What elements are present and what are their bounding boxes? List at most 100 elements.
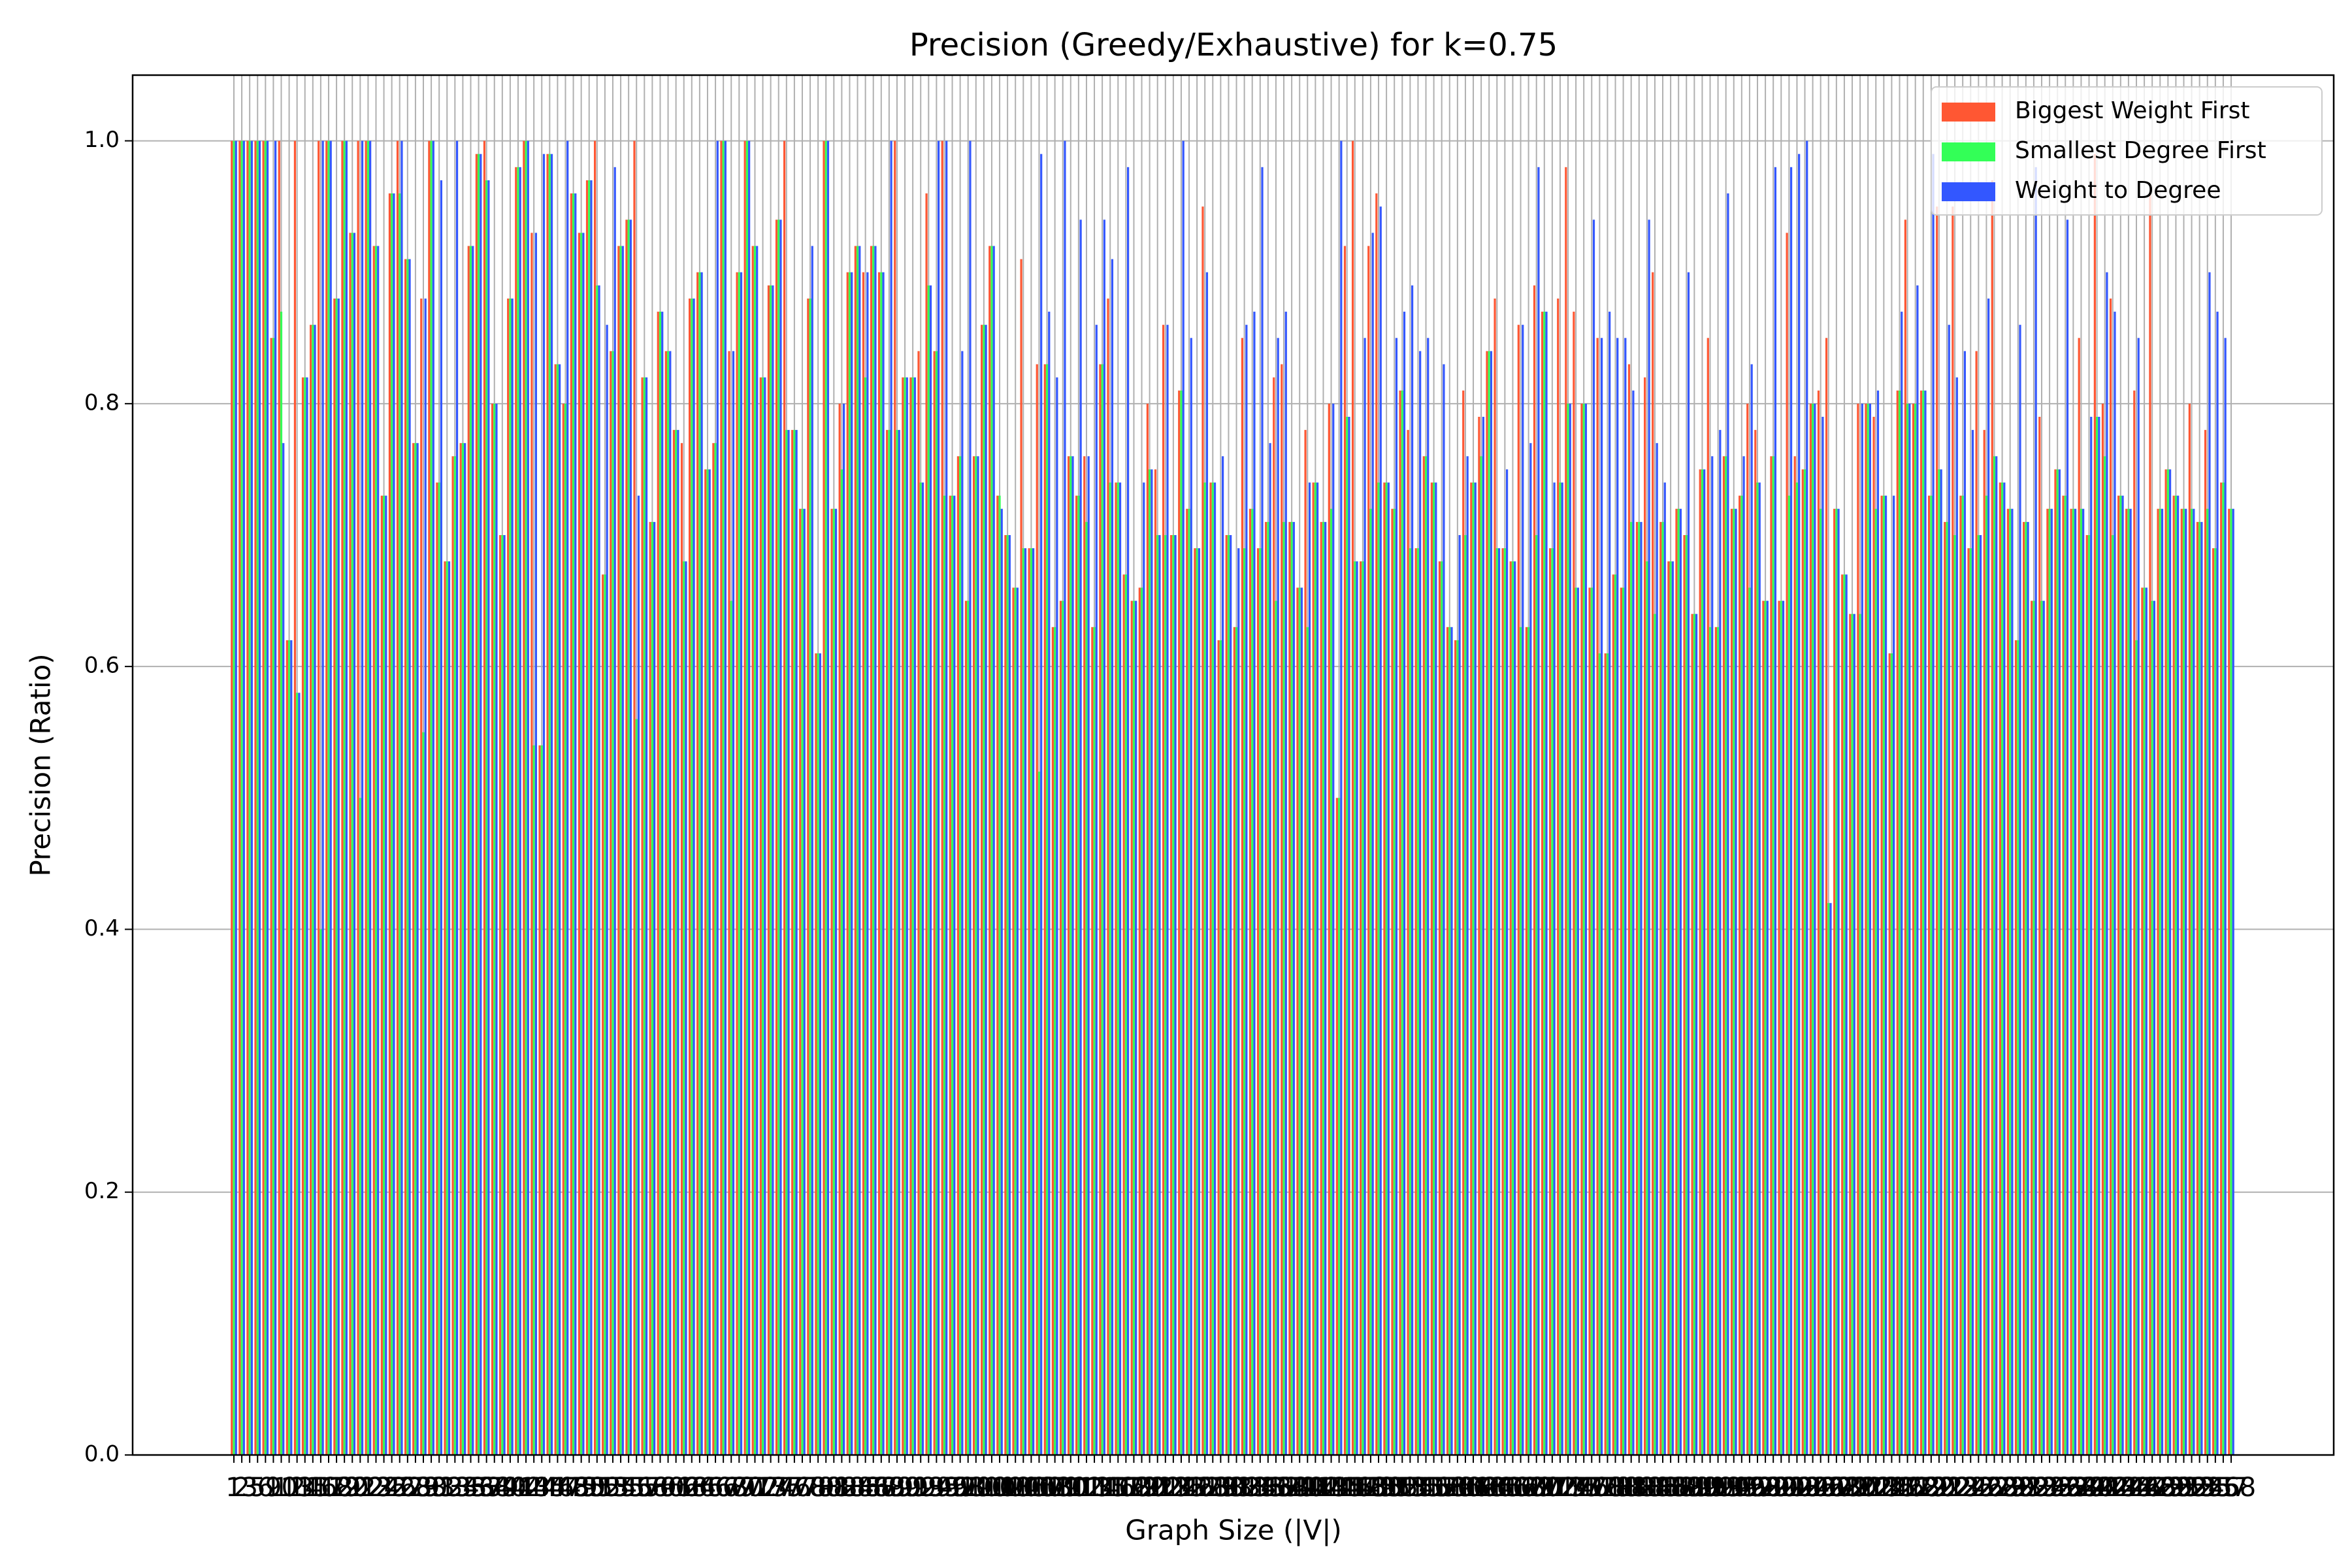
bar <box>400 140 403 1456</box>
bar <box>1766 600 1769 1455</box>
x-tick-label: 83 <box>833 1473 866 1503</box>
bar <box>296 693 299 1455</box>
bar <box>1685 535 1688 1455</box>
bar <box>272 338 275 1456</box>
bar <box>1411 285 1414 1455</box>
bar <box>538 745 541 1455</box>
bar <box>1727 193 1729 1455</box>
bar <box>1869 403 1872 1455</box>
bar <box>532 745 535 1455</box>
x-tick-label: 21 <box>344 1473 377 1503</box>
x-tick-label: 223 <box>1930 1473 1980 1503</box>
x-tick-label: 132 <box>1211 1473 1261 1503</box>
bar <box>1922 390 1925 1455</box>
x-tick-label: 253 <box>2166 1473 2216 1503</box>
bar <box>593 140 596 1456</box>
x-tick-label: 179 <box>1582 1473 1632 1503</box>
bar <box>1456 640 1459 1455</box>
x-tick-label: 200 <box>1748 1473 1798 1503</box>
bar <box>657 312 659 1455</box>
bar <box>451 456 454 1456</box>
bar <box>1535 535 1538 1455</box>
bar <box>1180 390 1183 1455</box>
bar <box>2141 587 2144 1455</box>
x-tick-label: 53 <box>596 1473 630 1503</box>
bar <box>1733 508 1735 1455</box>
bar <box>779 220 782 1456</box>
x-tick-label: 91 <box>896 1473 930 1503</box>
bar <box>2093 154 2096 1456</box>
bar <box>1707 338 1709 1456</box>
bar <box>436 482 438 1455</box>
x-tick-label: 217 <box>1882 1473 1932 1503</box>
bar <box>1119 482 1122 1455</box>
bar <box>1533 285 1536 1455</box>
bar <box>1296 587 1299 1455</box>
bar <box>1077 495 1080 1455</box>
bar <box>858 246 861 1455</box>
bar <box>1162 325 1165 1456</box>
bar <box>691 298 693 1455</box>
x-tick-label: 233 <box>2009 1473 2059 1503</box>
bar <box>787 430 790 1455</box>
x-tick-label: 3 <box>241 1473 257 1503</box>
bar <box>1360 561 1362 1456</box>
bar <box>2161 508 2164 1455</box>
bar <box>851 272 853 1455</box>
bar <box>783 140 786 1456</box>
bar <box>1938 469 1940 1455</box>
x-tick-label: 139 <box>1267 1473 1316 1503</box>
bar <box>2078 338 2080 1456</box>
bar <box>612 351 614 1455</box>
x-tick-label: 221 <box>1914 1473 1964 1503</box>
x-tick-label: 9 <box>265 1473 282 1503</box>
bar <box>1874 508 1877 1455</box>
bar <box>621 246 624 1455</box>
x-tick-label: 177 <box>1567 1473 1616 1503</box>
x-tick-label: 34 <box>446 1473 480 1503</box>
bar <box>738 272 740 1455</box>
bar <box>1407 430 1409 1455</box>
x-tick-label: 149 <box>1346 1473 1396 1503</box>
bar <box>380 495 383 1455</box>
bar <box>1503 548 1506 1455</box>
bar <box>1494 298 1496 1455</box>
x-tick-label: 31 <box>423 1473 456 1503</box>
x-tick-label: 244 <box>2096 1473 2146 1503</box>
bar <box>2023 521 2025 1455</box>
bar <box>1091 627 1094 1455</box>
x-tick-label: 35 <box>454 1473 487 1503</box>
bar <box>1898 390 1901 1455</box>
bar <box>1267 521 1269 1455</box>
bar <box>1024 548 1027 1455</box>
bar <box>1324 521 1327 1455</box>
bar <box>2129 508 2132 1455</box>
bar <box>2072 508 2074 1455</box>
bar <box>753 246 757 1455</box>
bar <box>564 403 567 1455</box>
bar <box>1620 587 1622 1455</box>
bar <box>233 140 235 1456</box>
bar <box>830 508 833 1455</box>
bar <box>507 298 510 1455</box>
x-tick-label: 186 <box>1638 1473 1688 1503</box>
bar <box>337 298 340 1455</box>
x-tick-label: 84 <box>841 1473 874 1503</box>
bar <box>2182 508 2185 1455</box>
bar <box>983 325 985 1456</box>
bar <box>1399 390 1401 1455</box>
bar <box>1196 548 1198 1455</box>
bar <box>801 508 804 1455</box>
bar <box>669 351 672 1455</box>
y-tick-label: 0.8 <box>84 389 120 416</box>
bar <box>1351 140 1354 1456</box>
x-tick-label: 182 <box>1607 1473 1656 1503</box>
bar <box>625 220 628 1456</box>
bar <box>1371 233 1374 1455</box>
bar <box>1756 482 1759 1455</box>
bar <box>1719 430 1722 1455</box>
x-tick-label: 140 <box>1275 1473 1324 1503</box>
bar <box>1635 521 1639 1455</box>
bar <box>1486 351 1488 1455</box>
bar <box>1312 482 1315 1455</box>
